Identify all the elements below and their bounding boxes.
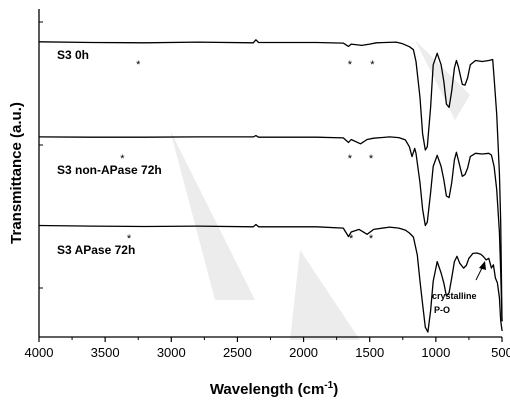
watermark-shape-2 [290,250,360,340]
x-tick-label-3500: 3500 [91,345,120,360]
x-tick-label-3000: 3000 [157,345,186,360]
series-line-2 [38,223,503,333]
x-tick-label-1500: 1500 [355,345,384,360]
asterisk-marker-0-0: * [136,59,141,71]
x-tick-label-4000: 4000 [25,345,54,360]
series-line-0 [38,39,503,322]
series-line-1 [38,134,503,322]
x-axis-label: Wavelength (cm-1) [210,380,338,398]
series-label-1: S3 non-APase 72h [57,163,162,177]
asterisk-marker-2-0: * [127,233,132,245]
asterisk-marker-0-2: * [370,59,375,71]
x-axis-label-main: Wavelength (cm [210,381,324,398]
annotation-label-p-o: P-O [434,305,450,315]
x-tick-label-2500: 2500 [223,345,252,360]
annotation-label-crystalline: crystalline [432,291,477,301]
watermark-shape-1 [170,130,255,300]
x-tick-label-500: 500 [491,345,510,360]
x-axis-label-close: ) [333,381,338,398]
x-tick-label-2000: 2000 [289,345,318,360]
asterisk-marker-1-2: * [369,153,374,165]
asterisk-marker-1-1: * [348,153,353,165]
x-axis-label-superscript: -1 [324,380,333,391]
asterisk-marker-2-2: * [369,233,374,245]
asterisk-marker-2-1: * [349,233,354,245]
asterisk-marker-1-0: * [120,153,125,165]
x-tick-label-1000: 1000 [421,345,450,360]
series-label-0: S3 0h [57,48,89,62]
y-axis-label: Transmittance (a.u.) [8,102,25,244]
annotation-arrow-head [479,261,486,270]
series-label-2: S3 APase 72h [57,243,135,257]
watermark-shape-3 [415,40,470,120]
asterisk-marker-0-1: * [348,59,353,71]
